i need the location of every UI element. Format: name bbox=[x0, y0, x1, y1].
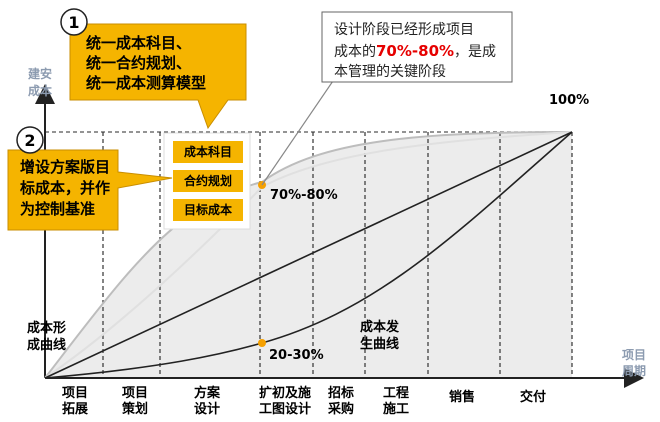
callout-2-line-2: 标成本，并作 bbox=[19, 179, 110, 197]
phase-label: 项目 bbox=[122, 386, 148, 401]
note-leader bbox=[261, 77, 336, 186]
callout-1-number: 1 bbox=[68, 13, 79, 32]
phase-label: 设计 bbox=[194, 401, 220, 417]
callout-1-number-badge bbox=[60, 8, 88, 36]
callout-2: 增设方案版目 标成本，并作 为控制基准 2 bbox=[7, 126, 173, 231]
value-low-label: 20-30% bbox=[269, 348, 324, 363]
note-highlight: 70%-80% bbox=[376, 42, 454, 60]
phase-label: 方案 bbox=[194, 385, 221, 401]
value-high-label: 70%-80% bbox=[270, 188, 338, 203]
note-line-1: 设计阶段已经形成项目 bbox=[334, 22, 474, 38]
box-target-cost bbox=[173, 199, 243, 221]
occurrence-curve bbox=[44, 131, 573, 379]
phase-label: 施工 bbox=[383, 401, 409, 417]
note-line-2: 成本的70%-80%，是成 bbox=[334, 42, 496, 60]
phase-label: 工图设计 bbox=[259, 401, 311, 417]
note-line-2-post: ，是成 bbox=[454, 44, 496, 60]
phase-label: 拓展 bbox=[62, 401, 89, 417]
phase-label: 策划 bbox=[122, 401, 148, 417]
callout-2-number-badge bbox=[16, 126, 44, 154]
occurrence-curve-label-1: 成本发 bbox=[360, 319, 400, 335]
diagonal-curve bbox=[44, 131, 573, 379]
phase-label: 采购 bbox=[327, 401, 354, 417]
phase-label: 扩初及施 bbox=[259, 385, 311, 401]
management-boxes: 成本科目 合约规划 目标成本 bbox=[163, 132, 251, 230]
y-axis-label-2: 成本 bbox=[28, 83, 52, 98]
x-axis-label-2: 周期 bbox=[622, 363, 646, 378]
callout-1: 统一成本科目、 统一合约规划、 统一成本测算模型 1 bbox=[60, 8, 247, 130]
box-contract-planning bbox=[173, 170, 243, 192]
callout-2-number: 2 bbox=[24, 131, 35, 150]
point-low bbox=[258, 339, 266, 347]
max-label: 100% bbox=[549, 93, 589, 108]
y-axis-label-1: 建安 bbox=[27, 66, 52, 81]
x-axis-label-1: 项目 bbox=[622, 348, 646, 362]
phase-label: 交付 bbox=[520, 389, 546, 405]
formation-curve-label-2: 成曲线 bbox=[27, 337, 66, 353]
box-target-cost-label: 目标成本 bbox=[184, 202, 232, 217]
phase-label: 招标 bbox=[328, 385, 354, 401]
callout-1-line-3: 统一成本测算模型 bbox=[86, 74, 206, 92]
formation-curve-label-1: 成本形 bbox=[27, 320, 66, 336]
note-line-2-pre: 成本的 bbox=[334, 44, 376, 60]
phase-label: 工程 bbox=[383, 386, 409, 401]
key-stage-note: 设计阶段已经形成项目 成本的70%-80%，是成 本管理的关键阶段 bbox=[321, 11, 513, 83]
callout-1-line-1: 统一成本科目、 bbox=[86, 34, 191, 52]
occurrence-curve-label-2: 生曲线 bbox=[360, 336, 399, 352]
callout-1-line-2: 统一合约规划、 bbox=[86, 54, 191, 72]
phase-labels: 项目 拓展 项目 策划 方案 设计 扩初及施 工图设计 招标 采购 工程 施工 … bbox=[62, 385, 546, 417]
box-contract-planning-label: 合约规划 bbox=[184, 173, 232, 188]
phase-label: 项目 bbox=[62, 386, 88, 401]
callout-2-line-3: 为控制基准 bbox=[20, 200, 95, 218]
callout-2-line-1: 增设方案版目 bbox=[20, 158, 110, 176]
box-cost-subjects bbox=[173, 141, 243, 163]
box-cost-subjects-label: 成本科目 bbox=[184, 144, 232, 159]
phase-label: 销售 bbox=[449, 389, 475, 405]
note-line-3: 本管理的关键阶段 bbox=[334, 64, 446, 80]
